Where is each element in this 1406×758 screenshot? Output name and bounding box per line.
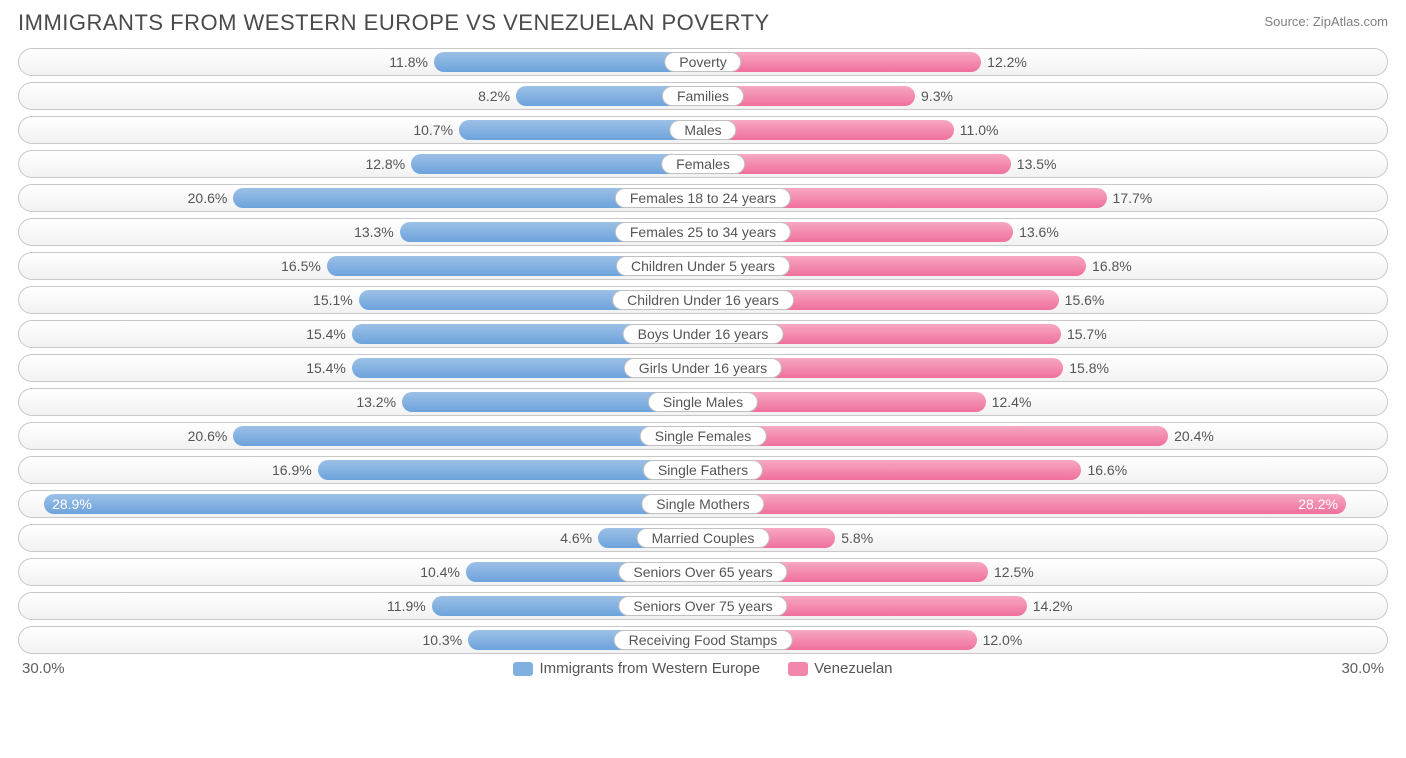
category-label: Single Males	[648, 392, 758, 412]
value-left: 15.4%	[306, 326, 346, 342]
category-label: Seniors Over 75 years	[618, 596, 787, 616]
value-right: 15.8%	[1069, 360, 1109, 376]
bar-row: 16.5% 16.8% Children Under 5 years	[18, 252, 1388, 280]
value-left: 11.8%	[389, 54, 428, 70]
value-left: 15.4%	[306, 360, 346, 376]
value-left: 8.2%	[478, 88, 510, 104]
category-label: Poverty	[664, 52, 741, 72]
bar-left	[44, 494, 703, 514]
bar-row: 12.8% 13.5% Females	[18, 150, 1388, 178]
value-left: 28.9%	[52, 496, 92, 512]
bar-right	[703, 120, 954, 140]
bar-row: 10.4% 12.5% Seniors Over 65 years	[18, 558, 1388, 586]
legend-item-right: Venezuelan	[788, 660, 892, 677]
bar-row: 15.1% 15.6% Children Under 16 years	[18, 286, 1388, 314]
value-left: 13.3%	[354, 224, 394, 240]
value-right: 5.8%	[841, 530, 873, 546]
bar-row: 11.9% 14.2% Seniors Over 75 years	[18, 592, 1388, 620]
value-right: 16.6%	[1087, 462, 1127, 478]
bar-row: 10.7% 11.0% Males	[18, 116, 1388, 144]
bar-right	[703, 426, 1168, 446]
value-right: 15.6%	[1065, 292, 1105, 308]
bar-right	[703, 154, 1011, 174]
value-left: 20.6%	[188, 190, 228, 206]
bar-left	[434, 52, 703, 72]
legend-label-left: Immigrants from Western Europe	[539, 660, 760, 677]
value-left: 12.8%	[365, 156, 405, 172]
value-right: 16.8%	[1092, 258, 1132, 274]
bar-row: 13.2% 12.4% Single Males	[18, 388, 1388, 416]
bar-row: 4.6% 5.8% Married Couples	[18, 524, 1388, 552]
value-right: 17.7%	[1113, 190, 1153, 206]
legend-item-left: Immigrants from Western Europe	[513, 660, 760, 677]
value-right: 13.5%	[1017, 156, 1057, 172]
value-left: 4.6%	[560, 530, 592, 546]
category-label: Girls Under 16 years	[624, 358, 782, 378]
bar-right	[703, 494, 1346, 514]
bar-row: 28.9% 28.2% Single Mothers	[18, 490, 1388, 518]
category-label: Children Under 5 years	[616, 256, 790, 276]
bar-left	[233, 426, 703, 446]
bar-row: 11.8% 12.2% Poverty	[18, 48, 1388, 76]
value-right: 9.3%	[921, 88, 953, 104]
axis-max-left: 30.0%	[22, 660, 65, 677]
bar-row: 15.4% 15.8% Girls Under 16 years	[18, 354, 1388, 382]
bar-rows: 11.8% 12.2% Poverty 8.2% 9.3% Families 10.7% 11…	[18, 48, 1388, 654]
value-right: 13.6%	[1019, 224, 1059, 240]
value-right: 12.4%	[992, 394, 1032, 410]
value-left: 16.9%	[272, 462, 312, 478]
category-label: Females 18 to 24 years	[615, 188, 791, 208]
value-left: 13.2%	[356, 394, 396, 410]
category-label: Females	[661, 154, 745, 174]
axis-max-right: 30.0%	[1341, 660, 1384, 677]
legend: Immigrants from Western Europe Venezuela…	[513, 660, 892, 677]
bar-row: 20.6% 17.7% Females 18 to 24 years	[18, 184, 1388, 212]
category-label: Children Under 16 years	[612, 290, 794, 310]
legend-swatch-right	[788, 662, 808, 676]
value-left: 20.6%	[188, 428, 228, 444]
chart-container: IMMIGRANTS FROM WESTERN EUROPE VS VENEZU…	[0, 0, 1406, 685]
category-label: Single Females	[640, 426, 767, 446]
bar-row: 8.2% 9.3% Families	[18, 82, 1388, 110]
category-label: Receiving Food Stamps	[614, 630, 793, 650]
value-right: 14.2%	[1033, 598, 1073, 614]
category-label: Families	[662, 86, 744, 106]
value-left: 10.3%	[422, 632, 462, 648]
value-right: 15.7%	[1067, 326, 1107, 342]
bar-left	[411, 154, 703, 174]
bar-right	[703, 52, 981, 72]
bar-row: 13.3% 13.6% Females 25 to 34 years	[18, 218, 1388, 246]
legend-label-right: Venezuelan	[814, 660, 892, 677]
value-right: 12.5%	[994, 564, 1034, 580]
value-right: 12.0%	[983, 632, 1023, 648]
value-left: 10.4%	[420, 564, 460, 580]
source-attribution: Source: ZipAtlas.com	[1264, 14, 1388, 29]
category-label: Seniors Over 65 years	[618, 562, 787, 582]
bar-left	[459, 120, 703, 140]
bar-row: 20.6% 20.4% Single Females	[18, 422, 1388, 450]
value-left: 10.7%	[413, 122, 453, 138]
value-left: 15.1%	[313, 292, 353, 308]
chart-footer: 30.0% Immigrants from Western Europe Ven…	[18, 660, 1388, 677]
value-right: 20.4%	[1174, 428, 1214, 444]
value-right: 11.0%	[960, 122, 999, 138]
category-label: Females 25 to 34 years	[615, 222, 791, 242]
bar-row: 15.4% 15.7% Boys Under 16 years	[18, 320, 1388, 348]
value-right: 12.2%	[987, 54, 1027, 70]
category-label: Married Couples	[637, 528, 770, 548]
chart-title: IMMIGRANTS FROM WESTERN EUROPE VS VENEZU…	[18, 10, 770, 36]
bar-row: 10.3% 12.0% Receiving Food Stamps	[18, 626, 1388, 654]
category-label: Boys Under 16 years	[623, 324, 784, 344]
legend-swatch-left	[513, 662, 533, 676]
category-label: Single Fathers	[643, 460, 763, 480]
category-label: Males	[669, 120, 736, 140]
value-right: 28.2%	[1298, 496, 1338, 512]
value-left: 16.5%	[281, 258, 321, 274]
header: IMMIGRANTS FROM WESTERN EUROPE VS VENEZU…	[18, 10, 1388, 36]
value-left: 11.9%	[387, 598, 426, 614]
category-label: Single Mothers	[641, 494, 764, 514]
bar-row: 16.9% 16.6% Single Fathers	[18, 456, 1388, 484]
